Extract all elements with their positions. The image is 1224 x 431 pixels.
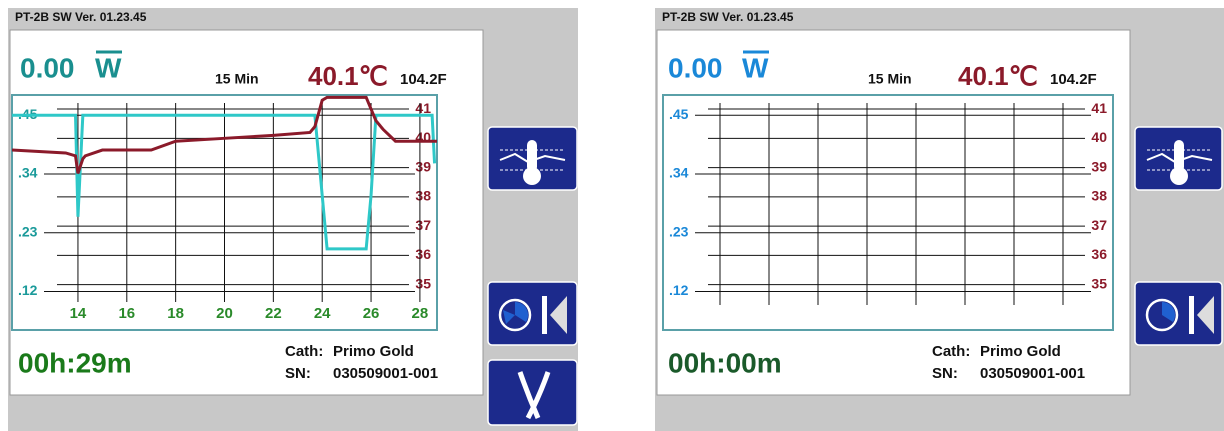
sn-label: SN: <box>932 365 958 382</box>
plot-frame <box>11 94 438 331</box>
power: 0.00 <box>668 52 723 83</box>
y2-tick-label: 36 <box>1091 246 1107 262</box>
y-tick-label: .23 <box>669 223 689 239</box>
temp-graph-button[interactable] <box>1134 126 1223 191</box>
y-tick-label: .12 <box>18 282 38 298</box>
cath-value: Primo Gold <box>980 343 1061 360</box>
cath-value: Primo Gold <box>333 343 414 360</box>
temp-c: 40.1℃ <box>308 61 388 91</box>
interval: 15 Min <box>868 71 912 87</box>
y2-tick-label: 35 <box>1091 275 1107 291</box>
vertical-grid <box>719 103 1064 305</box>
y-tick-label: .45 <box>669 106 689 122</box>
y2-tick-label: 39 <box>1091 158 1107 174</box>
temp-f: 104.2F <box>1050 71 1097 88</box>
y2-tick-label: 35 <box>415 275 431 291</box>
power-unit: W <box>742 52 769 83</box>
temp-c: 40.1℃ <box>958 61 1038 91</box>
close-button[interactable] <box>487 359 578 426</box>
header: PT-2B SW Ver. 01.23.45 <box>662 10 794 24</box>
y-tick-label: .34 <box>18 165 38 181</box>
power: 0.00 <box>20 52 75 83</box>
x-tick-label: 28 <box>412 305 429 322</box>
x-tick-label: 18 <box>167 305 184 322</box>
y-tick-label: .12 <box>669 282 689 298</box>
x-tick-label: 14 <box>70 305 87 322</box>
sn-value: 030509001-001 <box>333 365 438 382</box>
power-unit: W <box>95 52 122 83</box>
sn-value: 030509001-001 <box>980 365 1085 382</box>
y2-tick-label: 39 <box>415 158 431 174</box>
y2-tick-label: 40 <box>1091 129 1107 145</box>
panel <box>656 29 1131 396</box>
y2-tick-label: 41 <box>1091 100 1107 116</box>
x-tick-label: 20 <box>216 305 233 322</box>
cath-label: Cath: <box>285 343 323 360</box>
header: PT-2B SW Ver. 01.23.45 <box>15 10 147 24</box>
x-tick-label: 26 <box>363 305 380 322</box>
panel <box>9 29 484 396</box>
interval: 15 Min <box>215 71 259 87</box>
y2-tick-label: 41 <box>415 100 431 116</box>
y-tick-label: .23 <box>18 223 38 239</box>
temp-graph-button[interactable] <box>487 126 578 191</box>
y2-tick-label: 38 <box>415 188 431 204</box>
y2-tick-label: 37 <box>415 217 431 233</box>
y-tick-label: .34 <box>669 165 689 181</box>
timer-reset-button[interactable] <box>487 281 578 346</box>
y2-tick-label: 36 <box>415 246 431 262</box>
y2-tick-label: 38 <box>1091 188 1107 204</box>
plot-frame <box>662 94 1114 331</box>
series-line <box>11 95 437 174</box>
x-tick-label: 16 <box>118 305 135 322</box>
y2-tick-label: 37 <box>1091 217 1107 233</box>
timer-reset-button[interactable] <box>1134 281 1223 346</box>
elapsed: 00h:00m <box>668 347 782 378</box>
cath-label: Cath: <box>932 343 970 360</box>
temp-f: 104.2F <box>400 71 447 88</box>
x-tick-label: 24 <box>314 305 331 322</box>
x-tick-label: 22 <box>265 305 282 322</box>
sn-label: SN: <box>285 365 311 382</box>
elapsed: 00h:29m <box>18 347 132 378</box>
